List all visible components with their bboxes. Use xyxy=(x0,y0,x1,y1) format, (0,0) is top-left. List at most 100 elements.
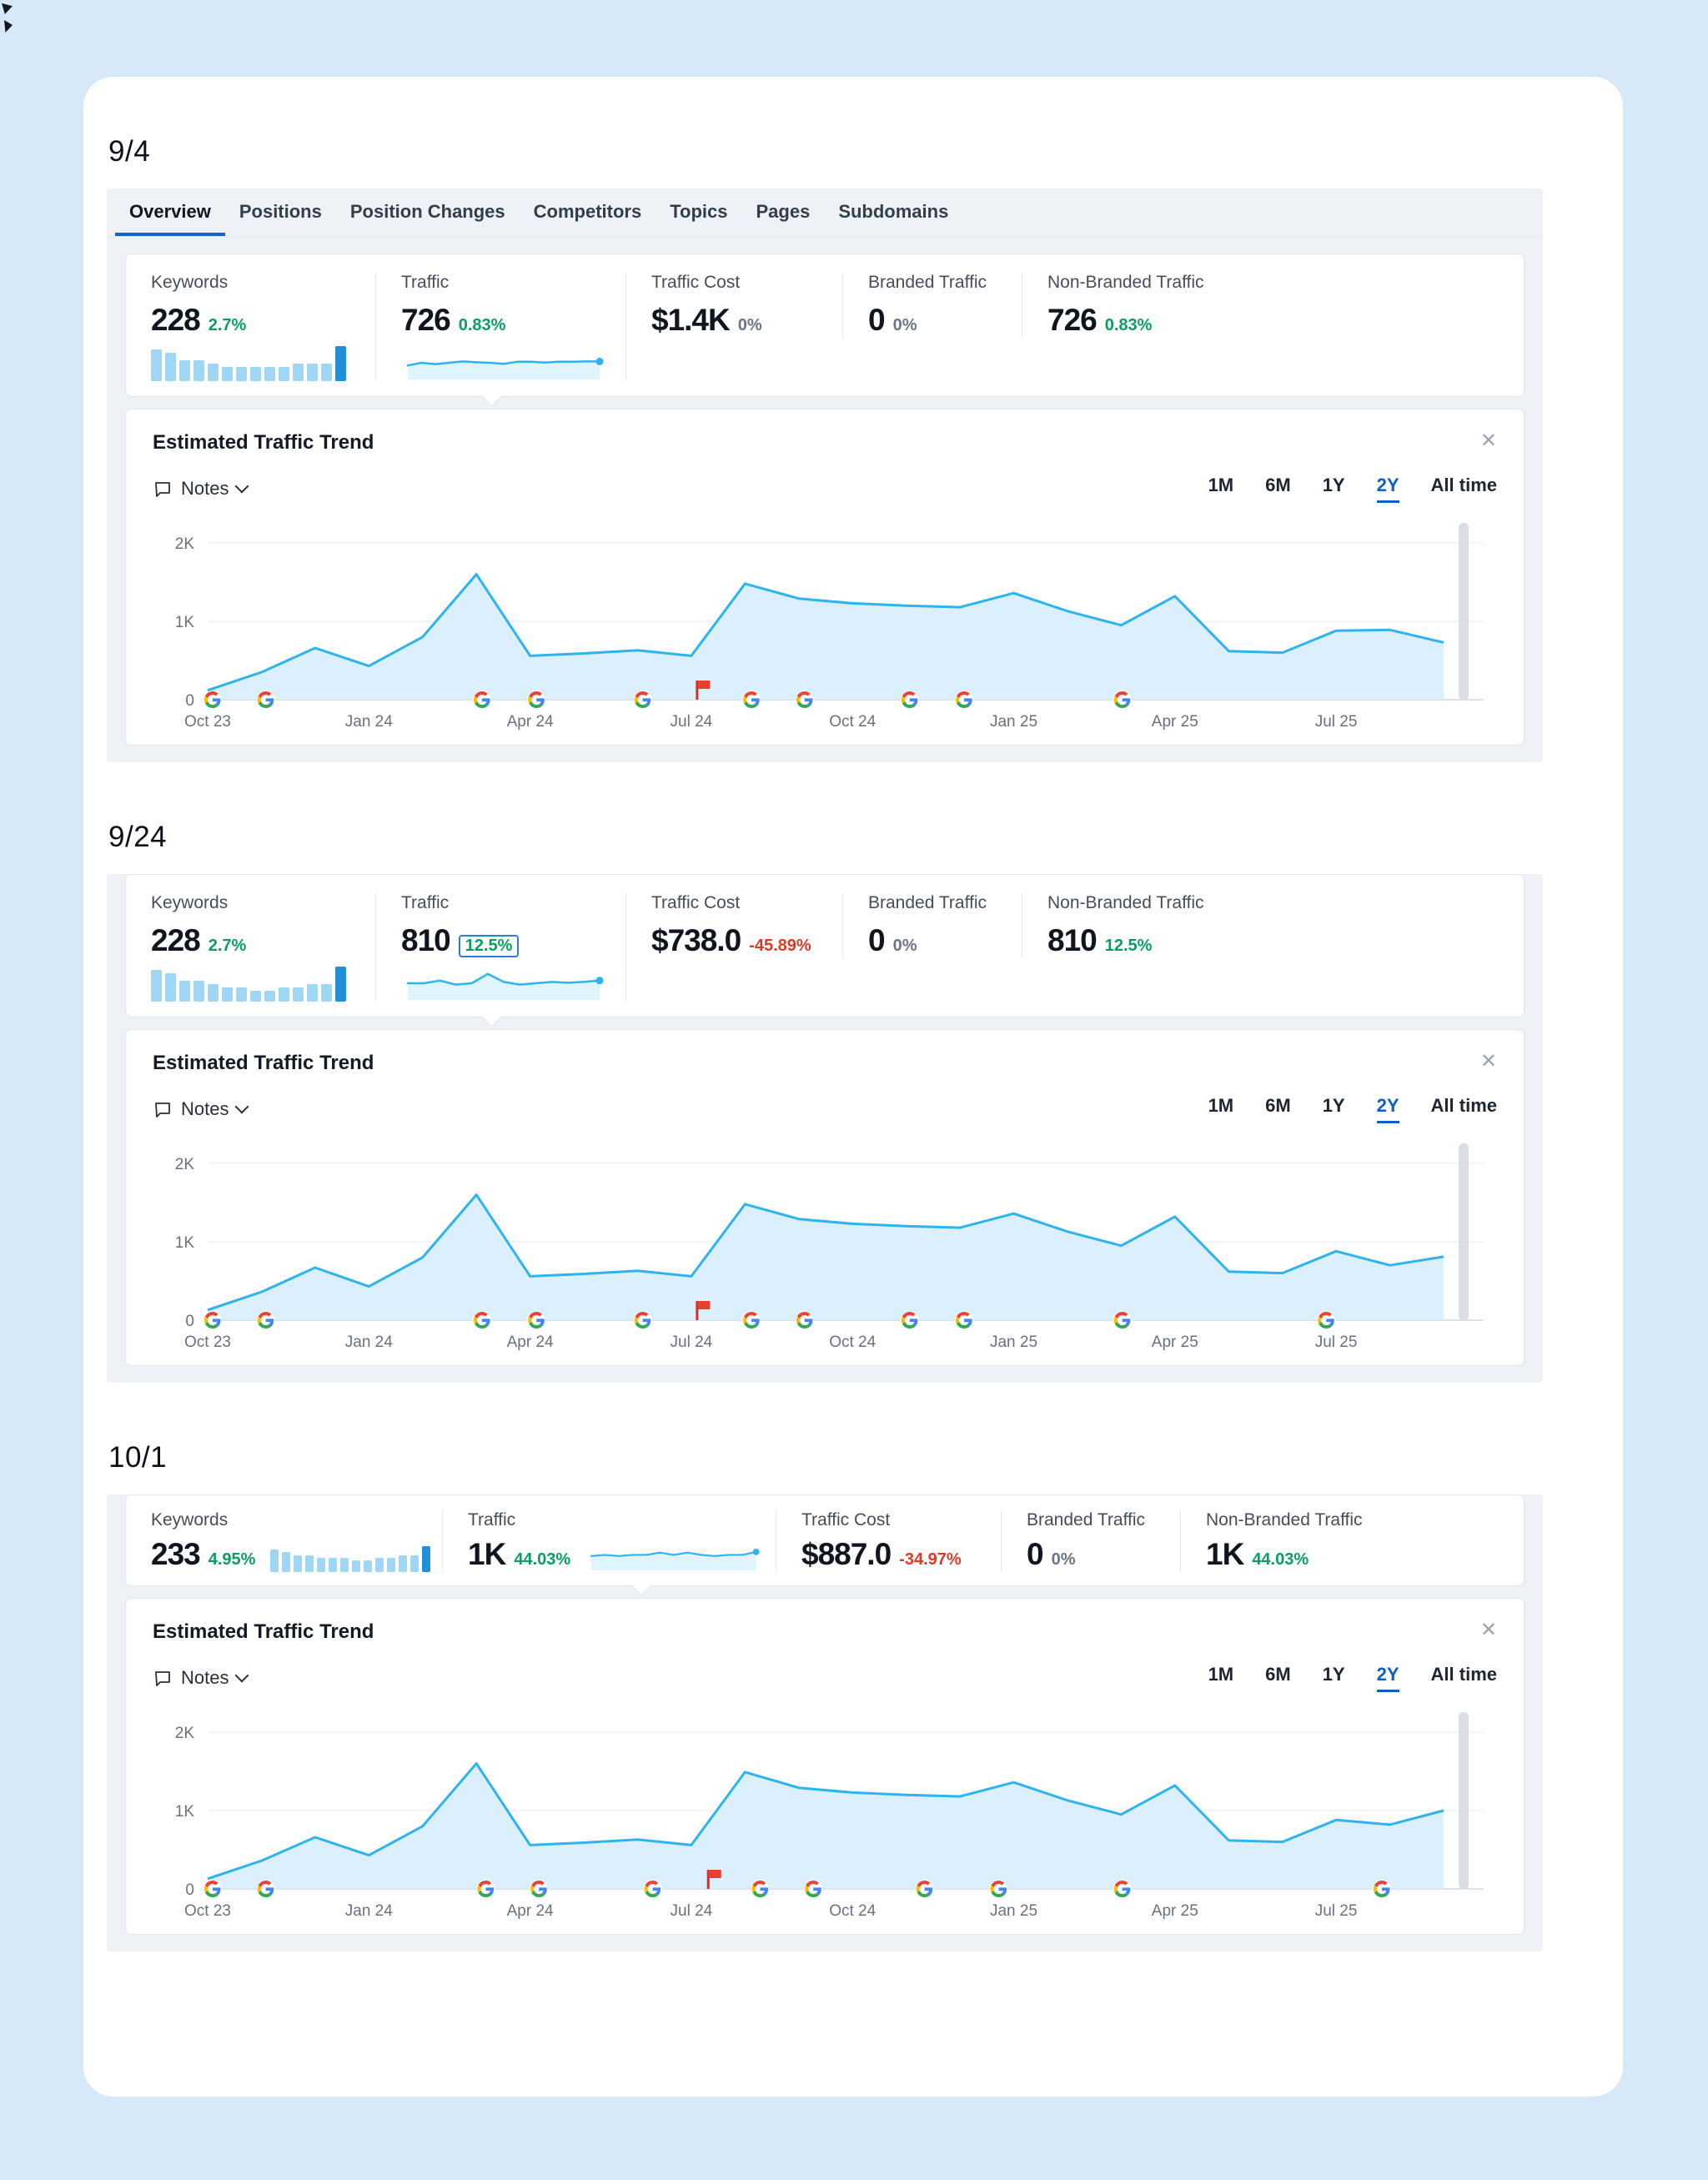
keywords-bar xyxy=(352,1560,361,1572)
range-1m[interactable]: 1M xyxy=(1208,1095,1234,1123)
metric-delta: 2.7% xyxy=(208,937,247,955)
tab-position-changes[interactable]: Position Changes xyxy=(336,188,520,236)
svg-text:Jul 24: Jul 24 xyxy=(671,713,713,731)
comment-icon xyxy=(153,479,173,499)
svg-text:Jul 25: Jul 25 xyxy=(1315,1902,1358,1920)
svg-text:Oct 23: Oct 23 xyxy=(184,713,231,731)
svg-text:0: 0 xyxy=(185,1881,194,1899)
metric-delta: 0% xyxy=(1051,1550,1076,1569)
keywords-bar xyxy=(193,359,204,381)
svg-text:Oct 24: Oct 24 xyxy=(829,713,876,731)
keywords-bar xyxy=(307,364,318,381)
keywords-bar xyxy=(222,367,233,381)
svg-text:Jul 25: Jul 25 xyxy=(1315,1334,1358,1351)
range-all-time[interactable]: All time xyxy=(1431,1664,1497,1692)
svg-text:Apr 25: Apr 25 xyxy=(1152,713,1198,731)
tab-pages[interactable]: Pages xyxy=(741,188,824,236)
metric-branded-traffic: Branded Traffic 0 0% xyxy=(843,893,1022,958)
range-2y[interactable]: 2Y xyxy=(1376,1664,1399,1692)
metric-delta: 12.5% xyxy=(458,935,520,957)
keywords-bar xyxy=(250,991,261,1002)
range-1m[interactable]: 1M xyxy=(1208,1664,1234,1692)
metric-non-branded-traffic: Non-Branded Traffic 1K 44.03% xyxy=(1181,1510,1524,1572)
metric-traffic: Traffic 810 12.5% xyxy=(376,893,626,1002)
metric-label: Branded Traffic xyxy=(1027,1510,1146,1530)
keywords-bar xyxy=(279,987,289,1002)
keywords-bar xyxy=(270,1549,279,1572)
range-6m[interactable]: 6M xyxy=(1265,1095,1291,1123)
svg-text:2K: 2K xyxy=(175,1156,195,1173)
svg-text:Oct 24: Oct 24 xyxy=(829,1334,876,1351)
metric-delta: 0.83% xyxy=(458,316,506,334)
metric-non-branded-traffic: Non-Branded Traffic 726 0.83% xyxy=(1022,273,1524,338)
snapshot-date: 10/1 xyxy=(108,1441,168,1474)
tab-topics[interactable]: Topics xyxy=(656,188,741,236)
notes-dropdown[interactable]: Notes xyxy=(153,1667,249,1689)
keywords-bar xyxy=(193,980,204,1002)
metric-label: Keywords xyxy=(151,273,229,292)
svg-text:Apr 24: Apr 24 xyxy=(507,1902,554,1920)
range-1y[interactable]: 1Y xyxy=(1323,475,1345,503)
metric-value: 228 xyxy=(151,303,201,337)
tab-positions[interactable]: Positions xyxy=(225,188,336,236)
keywords-bar xyxy=(236,987,247,1002)
metric-value: 233 xyxy=(151,1537,201,1571)
metric-delta: 0% xyxy=(892,937,917,955)
close-icon[interactable]: ✕ xyxy=(1479,1050,1497,1072)
keywords-bar xyxy=(321,364,332,381)
range-all-time[interactable]: All time xyxy=(1431,475,1497,503)
metric-branded-traffic: Branded Traffic 0 0% xyxy=(843,273,1022,338)
metric-value: 0 xyxy=(868,923,886,957)
svg-text:Jan 24: Jan 24 xyxy=(345,1902,393,1920)
range-all-time[interactable]: All time xyxy=(1431,1095,1497,1123)
range-6m[interactable]: 6M xyxy=(1265,1664,1291,1692)
comment-icon xyxy=(153,1668,173,1688)
svg-text:1K: 1K xyxy=(175,614,195,631)
tab-competitors[interactable]: Competitors xyxy=(520,188,656,236)
metric-label: Traffic xyxy=(401,893,450,912)
keywords-sparkbars xyxy=(270,1544,431,1572)
metric-value: 228 xyxy=(151,923,201,957)
notes-label: Notes xyxy=(181,1667,229,1688)
metric-value: 1K xyxy=(468,1537,506,1571)
tab-subdomains[interactable]: Subdomains xyxy=(824,188,962,236)
tab-bar: Overview Positions Position Changes Competi… xyxy=(107,188,1543,237)
range-1m[interactable]: 1M xyxy=(1208,475,1234,503)
svg-text:0: 0 xyxy=(185,692,194,710)
notes-dropdown[interactable]: Notes xyxy=(153,1098,249,1120)
range-2y[interactable]: 2Y xyxy=(1376,475,1399,503)
keywords-bar xyxy=(151,349,162,381)
keywords-bar xyxy=(329,1558,338,1572)
metric-traffic-cost: Traffic Cost $887.0 -34.97% xyxy=(776,1510,1002,1572)
metric-label: Branded Traffic xyxy=(868,273,987,292)
keywords-sparkbars xyxy=(151,967,348,1002)
section-panel: Keywords 233 4.95% Traffic 1K xyxy=(107,1494,1543,1951)
keywords-bar xyxy=(222,987,233,1002)
metric-delta: 0.83% xyxy=(1104,316,1153,334)
metric-value: 810 xyxy=(1047,923,1098,957)
range-6m[interactable]: 6M xyxy=(1265,475,1291,503)
tab-overview[interactable]: Overview xyxy=(115,188,225,236)
metric-non-branded-traffic: Non-Branded Traffic 810 12.5% xyxy=(1022,893,1524,958)
keywords-bar xyxy=(179,980,190,1002)
metric-delta: 0% xyxy=(737,316,762,334)
notes-dropdown[interactable]: Notes xyxy=(153,478,249,500)
svg-text:Jul 24: Jul 24 xyxy=(671,1902,713,1920)
comment-icon xyxy=(153,1099,173,1119)
metric-value: 1K xyxy=(1206,1537,1244,1571)
metric-label: Traffic Cost xyxy=(651,273,741,292)
close-icon[interactable]: ✕ xyxy=(1479,429,1497,452)
keywords-bar xyxy=(422,1546,431,1572)
range-1y[interactable]: 1Y xyxy=(1323,1095,1345,1123)
keywords-sparkbars xyxy=(151,346,348,381)
close-icon[interactable]: ✕ xyxy=(1479,1619,1497,1641)
svg-text:Jul 25: Jul 25 xyxy=(1315,713,1358,731)
trend-chart: 2K 1K 0 Oct 23 Jan 24 Apr 24 Jul 24 Oct 24 Jan 2… xyxy=(153,1137,1497,1355)
keywords-bar xyxy=(151,970,162,1002)
svg-text:Oct 23: Oct 23 xyxy=(184,1902,231,1920)
svg-text:0: 0 xyxy=(185,1313,194,1330)
chevron-down-icon xyxy=(234,1668,249,1683)
trend-card: Estimated Traffic Trend ✕ Notes 1M 6M 1Y 2Y… xyxy=(125,1029,1525,1366)
range-1y[interactable]: 1Y xyxy=(1323,1664,1345,1692)
range-2y[interactable]: 2Y xyxy=(1376,1095,1399,1123)
